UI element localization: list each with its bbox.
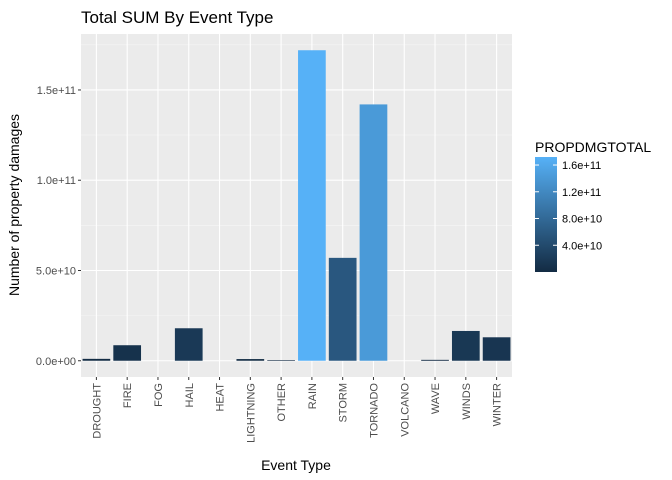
x-tick-label: RAIN	[307, 383, 319, 409]
grid-minor	[81, 44, 512, 316]
x-tick-label: WINTER	[492, 383, 504, 426]
bar-fire	[113, 345, 142, 361]
x-tick-label: STORM	[338, 383, 350, 423]
bar-winds	[451, 330, 480, 361]
x-tick-label: FIRE	[122, 383, 134, 408]
bars	[82, 50, 511, 361]
y-tick-label: 0.0e+00	[36, 356, 76, 368]
x-tick-label: DROUGHT	[91, 383, 103, 439]
x-tick-label: TORNADO	[368, 383, 380, 438]
bar-drought	[82, 358, 111, 361]
bar-winter	[482, 337, 511, 361]
legend-tick-label: 1.6e+11	[562, 160, 601, 172]
x-tick-label: LIGHTNING	[245, 383, 257, 443]
legend-tick-label: 4.0e+10	[562, 240, 602, 252]
bar-storm	[328, 257, 357, 361]
bar-rain	[298, 50, 326, 361]
x-tick-label: WINDS	[461, 383, 473, 420]
x-tick-label: FOG	[153, 383, 165, 407]
legend-ticks: 4.0e+10 8.0e+10 1.2e+11 1.6e+11	[535, 160, 602, 252]
bar-wave	[421, 359, 449, 361]
bar-other	[267, 360, 295, 361]
bar-lightning	[236, 359, 265, 361]
x-tick-label: VOLCANO	[399, 383, 411, 437]
legend-title: PROPDMGTOTAL	[535, 139, 651, 155]
legend-tick-label: 8.0e+10	[562, 214, 602, 226]
chart-title: Total SUM By Event Type	[81, 8, 273, 27]
y-tick-label: 5.0e+10	[36, 265, 76, 277]
x-tick-label: OTHER	[276, 383, 288, 422]
x-axis-title: Event Type	[261, 457, 331, 473]
y-axis-title: Number of property damages	[6, 114, 22, 296]
bar-tornado	[359, 104, 388, 361]
plot-panel	[81, 34, 512, 377]
x-tick-label: WAVE	[430, 383, 442, 414]
x-tick-label: HEAT	[215, 383, 227, 412]
legend: PROPDMGTOTAL 4.0e+10 8.0e+10 1.2e+11 1.6e+1…	[535, 139, 651, 272]
x-axis: DROUGHT FIRE FOG HAIL HEAT LIGHTNING OTHER RAIN…	[91, 377, 504, 443]
y-axis: 0.0e+00 5.0e+10 1.0e+11 1.5e+11	[36, 85, 81, 368]
legend-tick-label: 1.2e+11	[562, 187, 601, 199]
legend-colorbar	[535, 157, 557, 272]
y-tick-label: 1.5e+11	[37, 85, 76, 97]
y-tick-label: 1.0e+11	[37, 175, 76, 187]
x-tick-label: HAIL	[184, 383, 196, 407]
bar-hail	[174, 328, 203, 361]
